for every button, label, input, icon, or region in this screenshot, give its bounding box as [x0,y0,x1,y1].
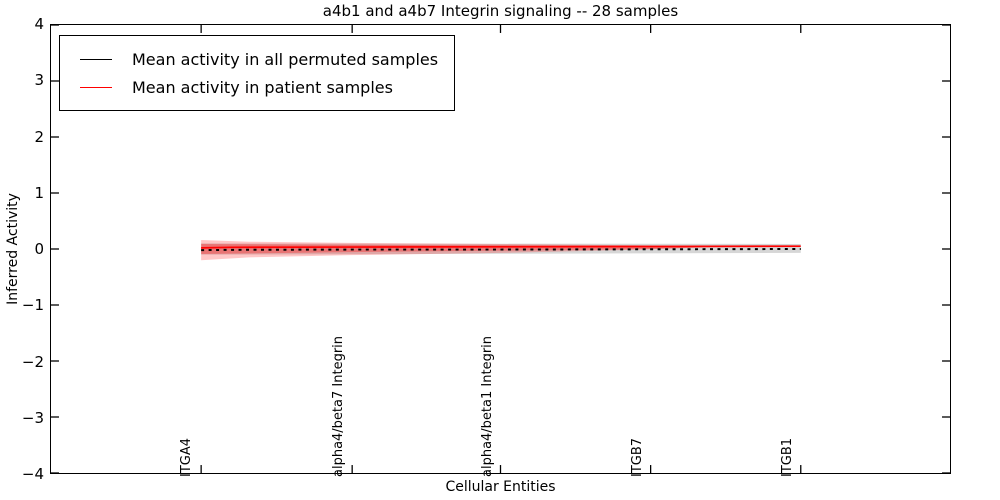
y-tick-label: −3 [21,408,44,427]
x-tick-label: ITGB7 [629,437,645,477]
axis-tick-marks [51,25,950,473]
chart-title: a4b1 and a4b7 Integrin signaling -- 28 s… [322,2,679,20]
y-tick-label: 2 [34,127,44,146]
legend-entry-patient: Mean activity in patient samples [74,73,438,101]
legend-label-permuted: Mean activity in all permuted samples [132,49,439,69]
y-tick-label: −1 [21,296,44,315]
y-tick-label: 3 [34,71,44,90]
legend-label-patient: Mean activity in patient samples [132,77,393,97]
x-tick-label: alpha4/beta1 Integrin [479,335,495,477]
legend-line-black-icon [80,58,112,60]
y-tick-label: 1 [34,183,44,202]
x-tick-label: alpha4/beta7 Integrin [330,335,346,477]
y-tick-label: −4 [21,465,44,483]
y-tick-label: −2 [21,352,44,371]
legend-line-red-icon [80,86,112,88]
y-tick-label: 4 [34,15,44,33]
chart-canvas [51,25,950,473]
y-tick-label: 0 [34,240,44,258]
series-line-patient [201,245,801,249]
plot-area: ITGA4 alpha4/beta7 Integrin alpha4/beta1 I… [50,24,951,477]
series-line-permuted [201,248,801,252]
x-tick-label: ITGB1 [780,437,796,477]
legend: Mean activity in all permuted samples Me… [59,35,456,111]
x-tick-label: ITGA4 [179,437,195,477]
x-axis-label: Cellular Entities [445,479,556,495]
legend-entry-permuted: Mean activity in all permuted samples [74,45,438,73]
